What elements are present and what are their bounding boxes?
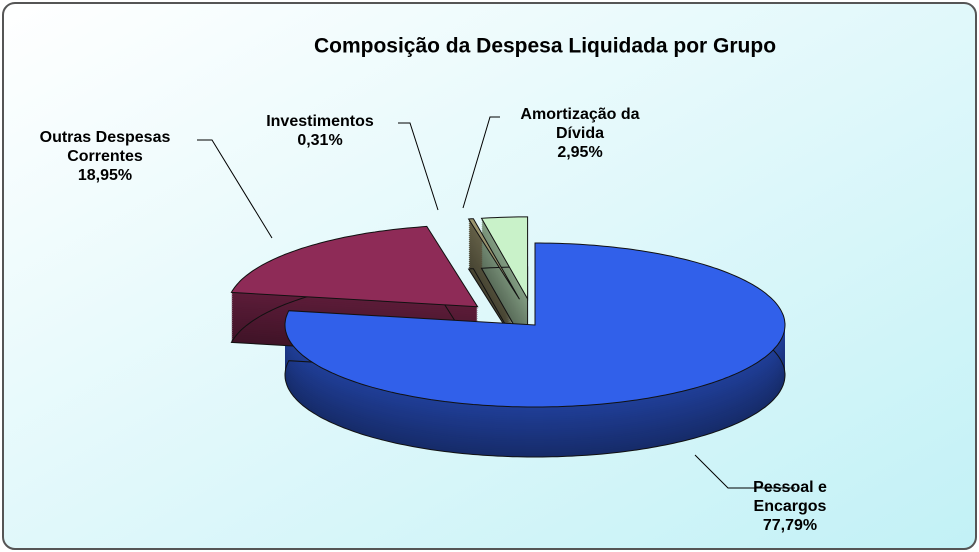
slice-label: Amortização da Dívida 2,95% <box>500 105 660 162</box>
leader-line <box>398 122 439 211</box>
slice-value: 0,31% <box>297 132 343 149</box>
pie-slice <box>284 242 786 408</box>
slice-value: 18,95% <box>77 167 133 184</box>
slice-side <box>468 256 520 338</box>
slice-label: Investimentos 0,31% <box>245 112 395 150</box>
slice-name: Pessoal e Encargos <box>753 479 827 515</box>
slice-name: Outras Despesas Correntes <box>39 129 171 165</box>
pie-slice <box>230 225 479 308</box>
slice-side <box>468 254 520 336</box>
pie-slice <box>480 216 529 301</box>
leader-line <box>462 116 500 209</box>
slice-side-outline <box>467 268 520 350</box>
slice-label: Pessoal e Encargos 77,79% <box>730 478 850 535</box>
leader-line <box>694 454 795 489</box>
slice-value: 2,95% <box>557 144 603 161</box>
chart-title: Composição da Despesa Liquidada por Grup… <box>314 35 776 58</box>
slice-label: Outras Despesas Correntes 18,95% <box>10 128 200 185</box>
slice-side <box>468 260 520 342</box>
pie-tops <box>230 216 786 408</box>
slice-value: 77,79% <box>762 517 818 534</box>
pie-slice <box>467 218 520 300</box>
leader-line <box>197 139 273 239</box>
slice-side <box>468 258 520 340</box>
slice-name: Amortização da Dívida <box>520 106 640 142</box>
slice-name: Investimentos <box>266 113 374 130</box>
leader-lines <box>197 116 795 489</box>
